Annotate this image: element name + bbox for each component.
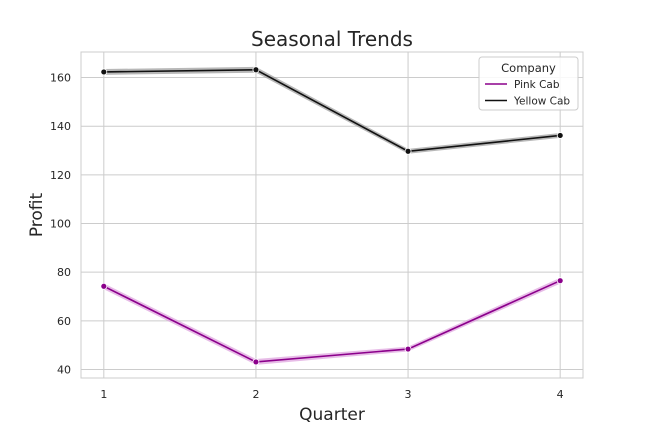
legend-entry: Pink Cab <box>514 79 560 91</box>
x-tick-label: 1 <box>100 388 107 401</box>
series-pink-cab <box>100 277 564 366</box>
data-point <box>556 132 564 139</box>
y-tick-label: 140 <box>50 120 71 133</box>
data-point <box>556 277 564 285</box>
x-axis-label: Quarter <box>299 405 365 425</box>
y-tick-label: 120 <box>50 169 71 182</box>
data-point <box>252 358 260 366</box>
data-point <box>100 282 108 290</box>
x-tick-label: 2 <box>252 388 259 401</box>
data-point <box>252 66 260 74</box>
y-tick-labels: 40 60 80 100 120 140 160 <box>50 72 71 377</box>
x-tick-label: 3 <box>405 388 412 401</box>
y-axis-label: Profit <box>27 192 47 237</box>
data-point <box>100 68 108 76</box>
x-tick-label: 4 <box>557 388 564 401</box>
legend: Company Pink Cab Yellow Cab <box>478 56 579 111</box>
legend-box <box>478 56 579 111</box>
series-line <box>103 279 561 363</box>
y-tick-label: 160 <box>50 72 71 85</box>
y-tick-label: 80 <box>57 266 71 279</box>
legend-entry: Yellow Cab <box>513 96 570 108</box>
grid <box>81 52 583 378</box>
series-yellow-cab <box>100 66 564 155</box>
chart-title: Seasonal Trends <box>251 27 413 51</box>
x-tick-labels: 1 2 3 4 <box>100 388 563 401</box>
y-tick-label: 40 <box>57 363 71 376</box>
legend-title: Company <box>501 61 556 75</box>
y-tick-label: 60 <box>57 315 71 328</box>
data-point <box>404 345 412 353</box>
series-layer <box>100 66 564 366</box>
y-tick-label: 100 <box>50 218 71 231</box>
data-point <box>404 147 412 155</box>
series-line <box>103 68 561 153</box>
